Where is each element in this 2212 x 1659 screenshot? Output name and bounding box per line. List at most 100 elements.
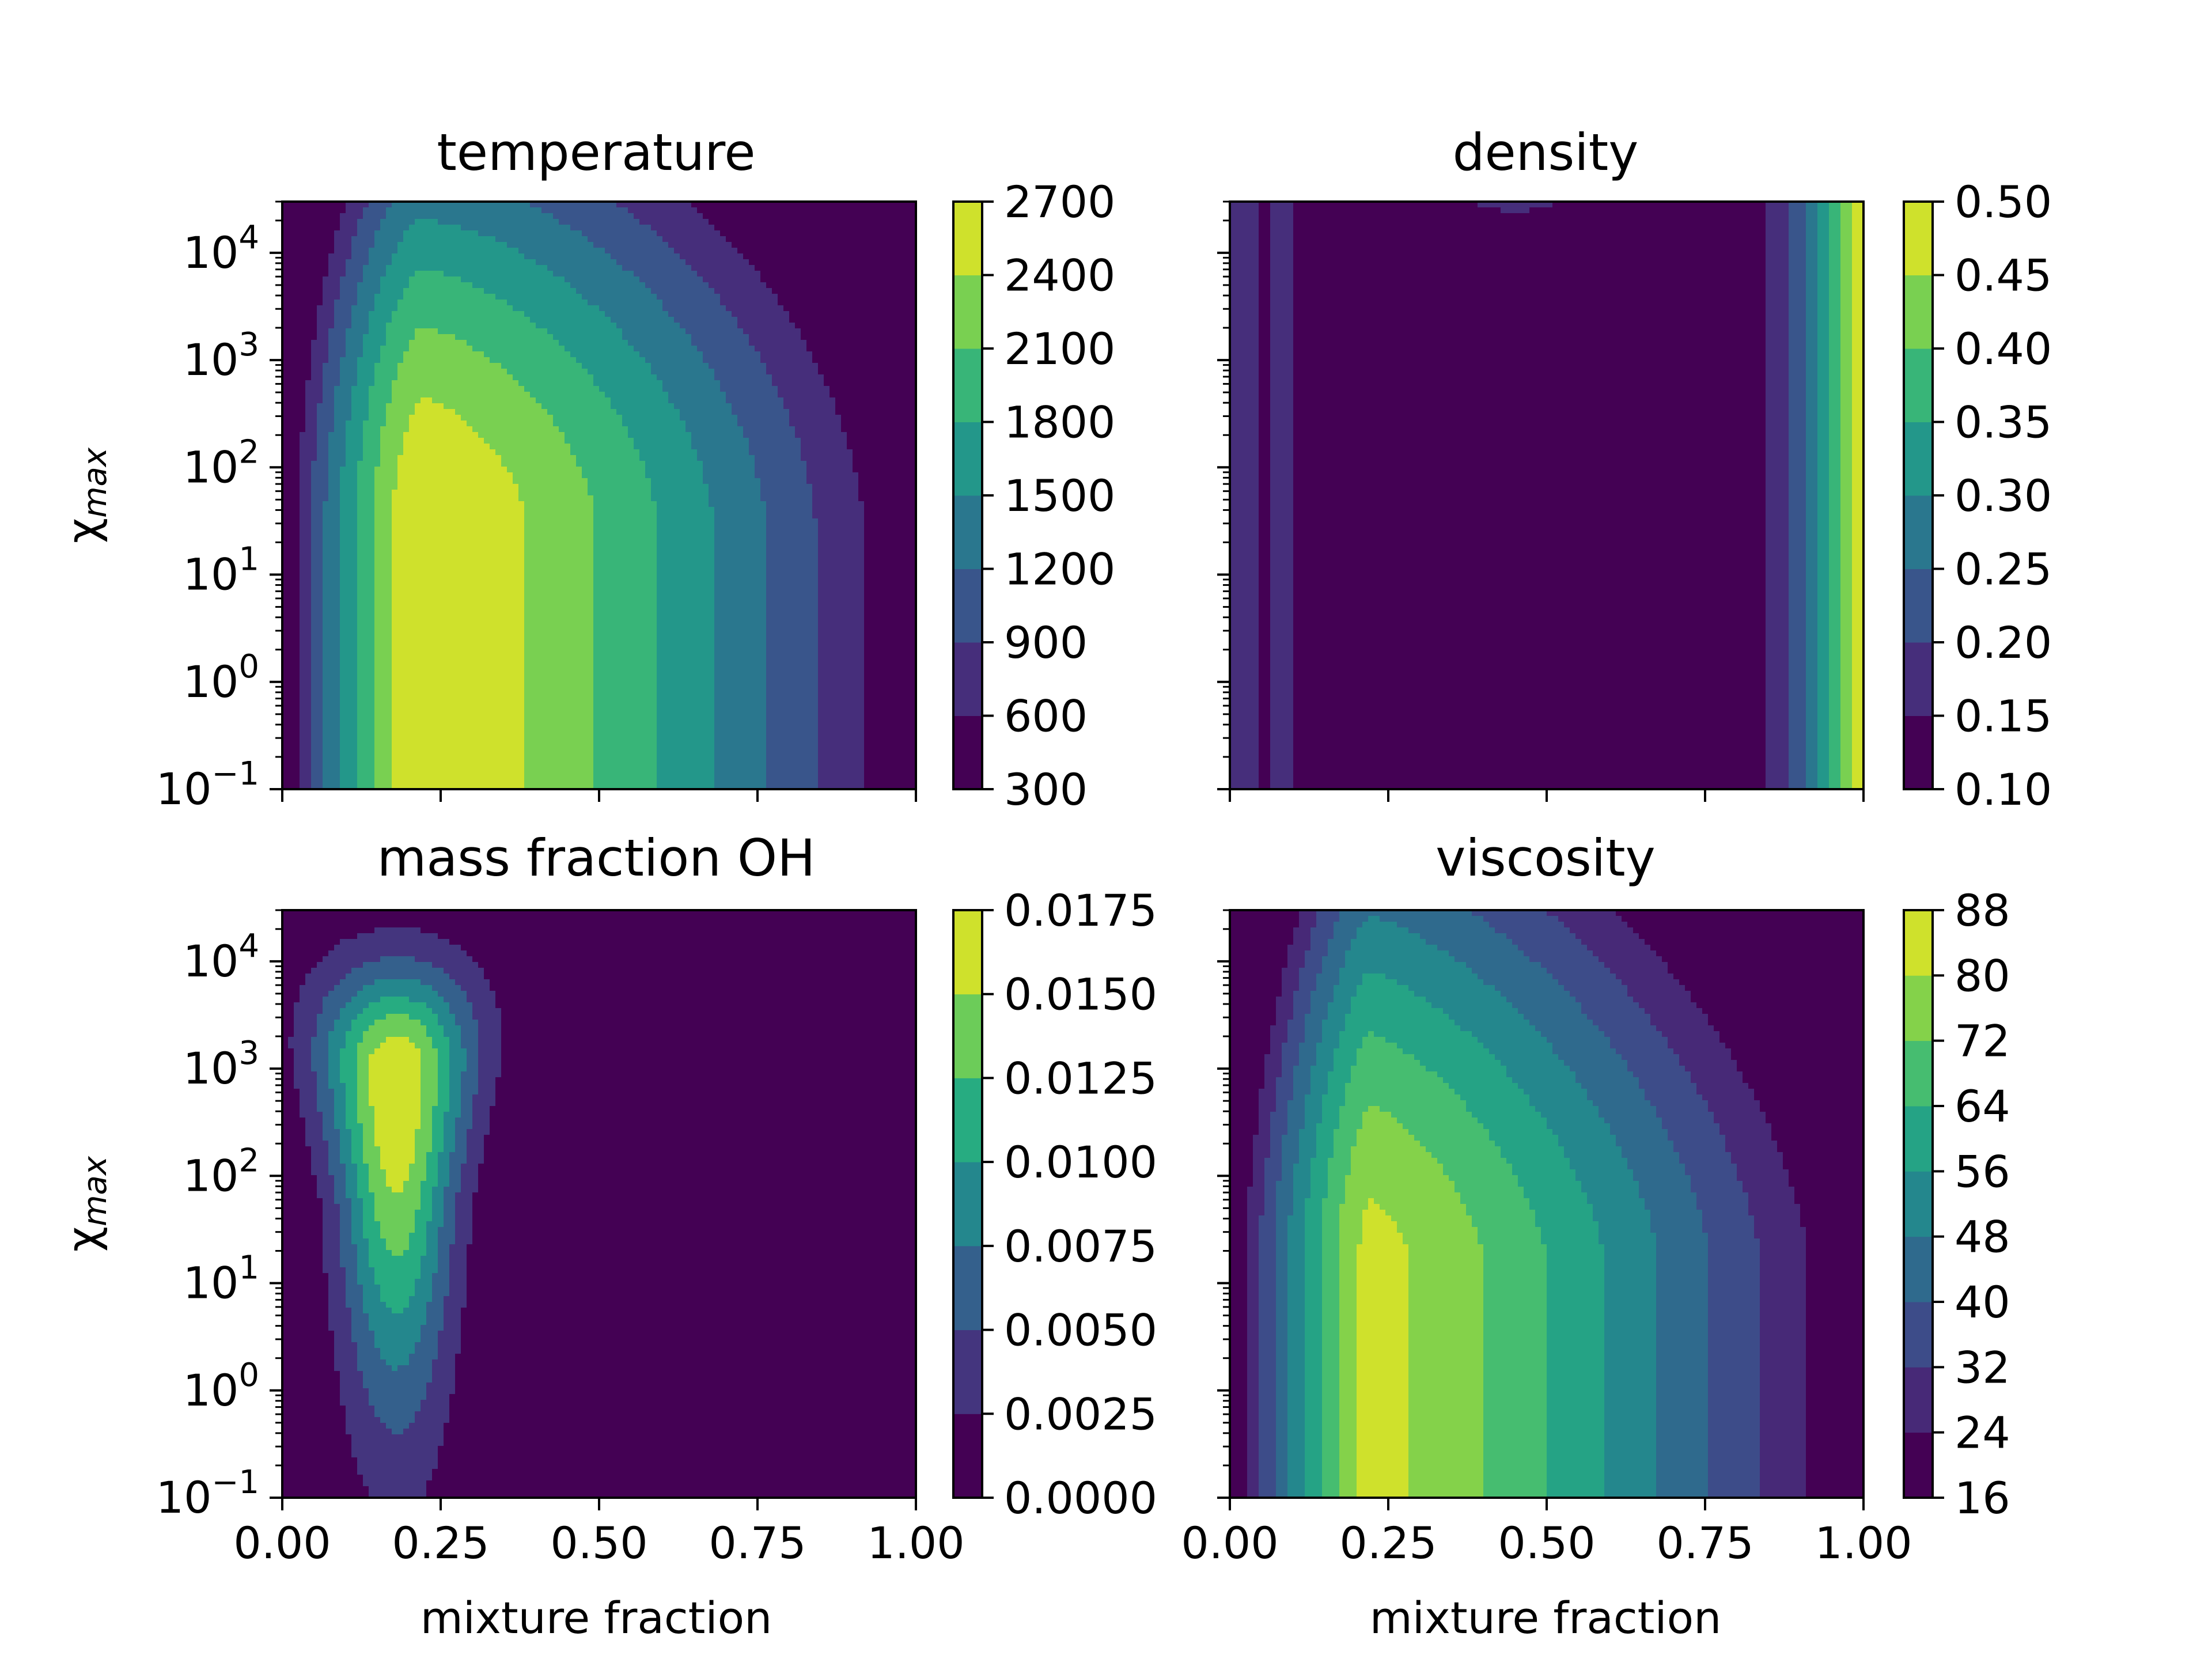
contour-band-cell bbox=[1230, 357, 1259, 363]
contour-band-cell bbox=[703, 478, 761, 484]
contour-band-cell bbox=[1276, 1308, 1288, 1314]
contour-band-cell bbox=[818, 697, 865, 703]
contour-band-cell bbox=[1293, 300, 1766, 306]
contour-band-cell bbox=[363, 1198, 375, 1205]
contour-band-cell bbox=[1247, 1388, 1259, 1395]
contour-band-cell bbox=[1305, 1406, 1323, 1412]
contour-band-cell bbox=[317, 1106, 335, 1112]
contour-band-cell bbox=[495, 236, 588, 243]
contour-band-cell bbox=[1840, 248, 1853, 254]
contour-band-cell bbox=[1310, 1181, 1328, 1187]
contour-band-cell bbox=[1310, 1089, 1328, 1095]
contour-band-cell bbox=[300, 1100, 317, 1107]
contour-band-cell bbox=[1259, 1221, 1277, 1228]
contour-band-cell bbox=[755, 472, 807, 479]
contour-band-cell bbox=[467, 1296, 916, 1302]
contour-band-cell bbox=[282, 1475, 363, 1481]
contour-band-cell bbox=[766, 524, 819, 531]
contour-band-cell bbox=[282, 1210, 323, 1216]
contour-band-cell bbox=[760, 478, 807, 484]
contour-band-cell bbox=[472, 1227, 916, 1233]
contour-band-cell bbox=[1840, 207, 1853, 214]
contour-band-cell bbox=[1552, 1129, 1611, 1135]
contour-band-cell bbox=[789, 311, 916, 317]
contour-band-cell bbox=[282, 1129, 306, 1135]
contour-band-cell bbox=[1305, 1313, 1323, 1320]
contour-band-cell bbox=[346, 1083, 358, 1089]
contour-band-cell bbox=[1259, 565, 1271, 571]
contour-band-cell bbox=[1293, 1164, 1311, 1170]
contour-band-cell bbox=[1840, 703, 1853, 709]
contour-band-cell bbox=[1616, 974, 1674, 980]
contour-band-cell bbox=[1587, 945, 1651, 951]
contour-band-cell bbox=[1766, 444, 1789, 450]
contour-band-cell bbox=[1230, 1434, 1248, 1441]
contour-band-cell bbox=[374, 294, 404, 300]
contour-band-cell bbox=[392, 553, 525, 559]
contour-band-cell bbox=[1604, 1290, 1657, 1297]
contour-band-cell bbox=[1829, 657, 1841, 663]
contour-band-cell bbox=[1293, 415, 1766, 421]
contour-band-cell bbox=[1627, 1060, 1680, 1066]
contour-band-cell bbox=[1575, 1071, 1634, 1078]
contour-band-cell bbox=[1357, 1267, 1409, 1274]
contour-band-cell bbox=[374, 645, 392, 652]
contour-band-cell bbox=[421, 1054, 438, 1060]
contour-band-cell bbox=[1852, 294, 1863, 300]
contour-band-cell bbox=[409, 225, 461, 231]
contour-band-cell bbox=[795, 323, 916, 329]
contour-band-cell bbox=[1829, 472, 1841, 479]
contour-band-cell bbox=[1737, 1060, 1863, 1066]
contour-band-cell bbox=[1264, 1169, 1282, 1176]
contour-band-cell bbox=[1351, 1164, 1444, 1170]
contour-band-cell bbox=[1287, 1417, 1305, 1423]
contour-band-cell bbox=[1408, 1348, 1484, 1354]
contour-band-cell bbox=[1558, 1141, 1616, 1147]
contour-band-cell bbox=[1777, 1146, 1863, 1153]
contour-band-cell bbox=[1305, 1417, 1323, 1423]
contour-band-cell bbox=[582, 467, 646, 473]
contour-band-cell bbox=[392, 202, 531, 208]
contour-band-cell bbox=[1789, 380, 1806, 387]
contour-band-cell bbox=[323, 749, 340, 755]
contour-band-cell bbox=[374, 472, 398, 479]
contour-band-cell bbox=[340, 1244, 358, 1251]
contour-band-cell bbox=[438, 991, 467, 997]
contour-band-cell bbox=[1270, 282, 1294, 289]
contour-band-cell bbox=[1806, 467, 1818, 473]
contour-band-cell bbox=[1270, 634, 1294, 640]
contour-band-cell bbox=[714, 374, 772, 381]
contour-band-cell bbox=[1345, 1083, 1449, 1089]
contour-band-cell bbox=[374, 611, 392, 617]
contour-band-cell bbox=[1840, 334, 1853, 340]
contour-band-cell bbox=[386, 421, 410, 427]
contour-band-cell bbox=[1230, 997, 1277, 1003]
contour-band-cell bbox=[432, 985, 461, 991]
contour-band-cell bbox=[415, 1141, 433, 1147]
contour-band-cell bbox=[1766, 259, 1789, 266]
contour-band-cell bbox=[1287, 956, 1305, 963]
contour-band-cell bbox=[1287, 1020, 1305, 1026]
contour-band-cell bbox=[478, 230, 582, 237]
colorbar-band bbox=[1904, 715, 1933, 790]
contour-band-cell bbox=[1253, 1158, 1265, 1164]
contour-band-cell bbox=[1852, 369, 1863, 375]
contour-band-cell bbox=[1656, 1354, 1709, 1360]
contour-band-cell bbox=[421, 1192, 433, 1199]
contour-band-cell bbox=[357, 783, 375, 789]
contour-band-cell bbox=[772, 380, 824, 387]
contour-band-cell bbox=[357, 461, 381, 467]
contour-band-cell bbox=[524, 518, 594, 525]
contour-band-cell bbox=[1287, 1296, 1305, 1302]
contour-band-cell bbox=[1437, 1158, 1507, 1164]
contour-band-cell bbox=[1339, 1434, 1357, 1441]
contour-band-cell bbox=[328, 1308, 352, 1314]
contour-band-cell bbox=[691, 432, 744, 438]
contour-band-cell bbox=[1817, 409, 1830, 415]
contour-band-cell bbox=[1287, 1406, 1305, 1412]
contour-band-cell bbox=[1691, 1175, 1737, 1181]
contour-band-cell bbox=[524, 605, 594, 611]
contour-band-cell bbox=[1852, 628, 1863, 634]
contour-band-cell bbox=[346, 449, 363, 456]
contour-band-cell bbox=[282, 1446, 352, 1452]
